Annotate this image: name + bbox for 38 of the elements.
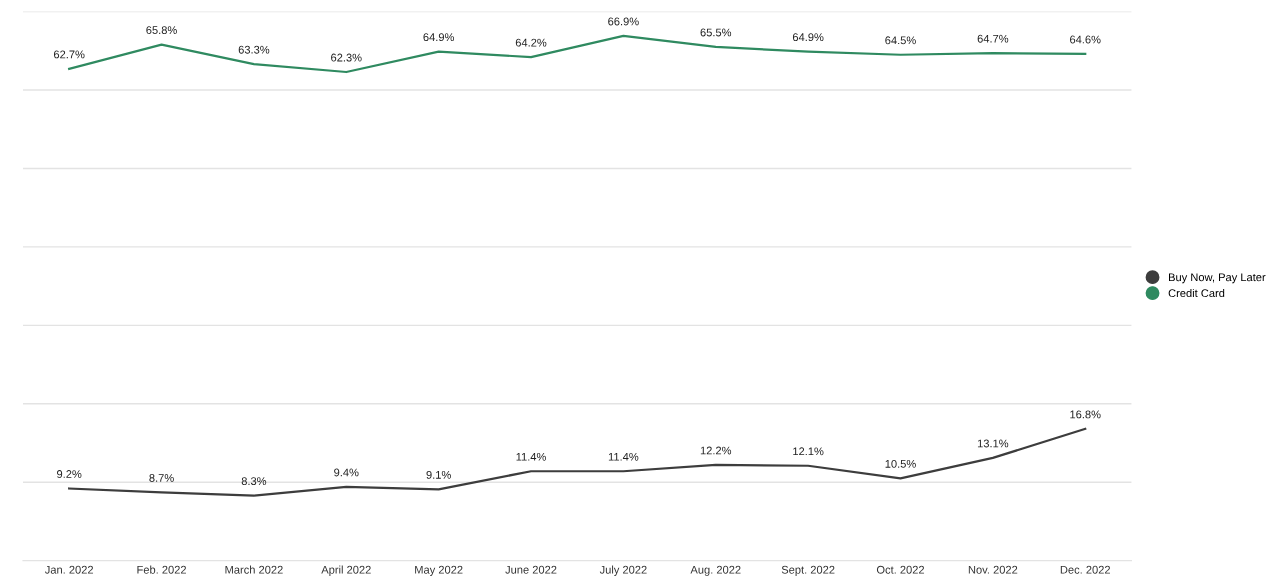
x-tick-label: June 2022 [505, 565, 557, 574]
data-label: 11.4% [608, 452, 639, 461]
data-label: 9.1% [426, 470, 451, 479]
x-tick-label: Jan. 2022 [44, 565, 94, 574]
data-label: 64.7% [977, 34, 1009, 43]
data-label: 64.5% [885, 36, 916, 45]
x-tick-label: July 2022 [599, 565, 647, 576]
data-label: 64.9% [792, 33, 824, 42]
x-tick-label: Aug. 2022 [690, 565, 741, 576]
data-label: 12.1% [793, 447, 824, 456]
data-label: 62.7% [53, 50, 85, 59]
x-tick-label: Dec. 2022 [1060, 565, 1111, 574]
data-label: 63.3% [238, 45, 270, 54]
data-label: 65.8% [146, 26, 177, 35]
x-tick-label: May 2022 [415, 565, 463, 576]
x-tick-label: March 2022 [225, 565, 283, 574]
data-label: 64.6% [1070, 35, 1101, 44]
data-label: 13.1% [977, 439, 1009, 448]
data-label: 11.4% [516, 452, 546, 461]
data-label: 62.3% [331, 53, 362, 62]
x-tick-label: April 2022 [321, 565, 371, 576]
x-tick-label: Feb. 2022 [137, 565, 186, 574]
data-label: 64.9% [423, 33, 455, 42]
data-label: 12.2% [700, 446, 732, 455]
data-label: 10.5% [885, 459, 916, 468]
data-label: 8.3% [241, 477, 267, 486]
x-tick-label: Nov. 2022 [968, 565, 1018, 574]
data-label: 64.2% [515, 38, 547, 47]
legend-label: Credit Card [1168, 288, 1225, 298]
data-label: 9.2% [57, 470, 82, 478]
x-tick-label: Oct. 2022 [876, 565, 925, 574]
data-label: 8.7% [149, 474, 174, 482]
data-label: 9.4% [334, 468, 359, 477]
legend-label: Buy Now, Pay Later [1169, 273, 1266, 284]
data-label: 16.8% [1070, 410, 1101, 419]
x-tick-label: Sept. 2022 [781, 565, 835, 576]
data-label: 65.5% [700, 28, 732, 37]
data-label: 66.9% [608, 17, 639, 26]
